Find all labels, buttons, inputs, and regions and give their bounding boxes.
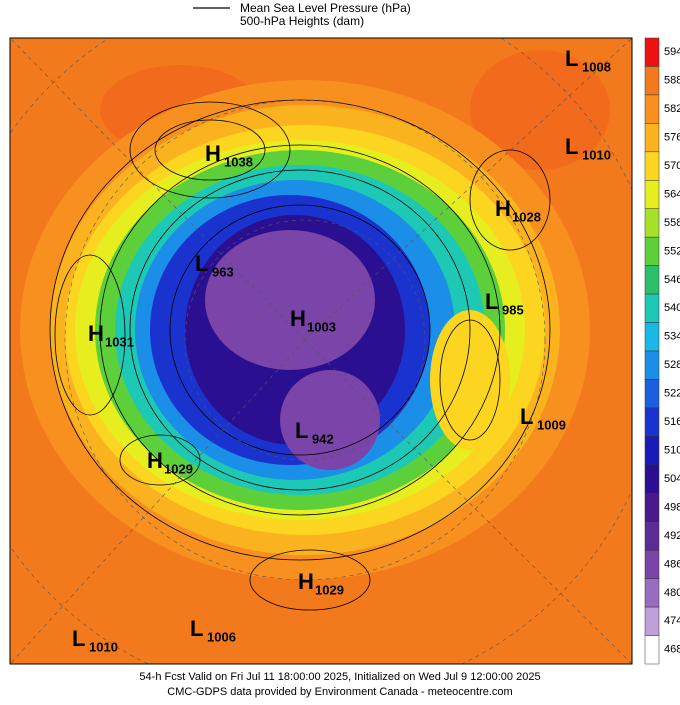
colorbar-label: 510 bbox=[664, 444, 680, 456]
colorbar-label: 534 bbox=[664, 331, 680, 343]
center-letter: L bbox=[520, 404, 533, 429]
center-pressure: 1010 bbox=[89, 639, 118, 654]
colorbar-label: 564 bbox=[664, 188, 680, 200]
colorbar-cell bbox=[644, 464, 660, 494]
center-pressure: 1028 bbox=[512, 209, 541, 224]
colorbar-cell bbox=[644, 322, 660, 352]
colorbar-label: 588 bbox=[664, 75, 680, 87]
colorbar-cell bbox=[644, 350, 660, 380]
legend-text: 500-hPa Heights (dam) bbox=[240, 14, 364, 28]
center-pressure: 1031 bbox=[105, 334, 134, 349]
colorbar-cell bbox=[644, 578, 660, 608]
center-pressure: 942 bbox=[312, 431, 334, 446]
colorbar-cell bbox=[644, 151, 660, 181]
center-pressure: 1006 bbox=[207, 629, 236, 644]
center-letter: L bbox=[195, 251, 208, 276]
colorbar-label: 498 bbox=[664, 501, 680, 513]
center-letter: H bbox=[205, 141, 221, 166]
colorbar-cell bbox=[644, 123, 660, 153]
colorbar-cell bbox=[644, 236, 660, 266]
colorbar-label: 552 bbox=[664, 245, 680, 257]
colorbar-label: 468 bbox=[664, 644, 680, 656]
center-pressure: 1008 bbox=[582, 59, 611, 74]
center-pressure: 1009 bbox=[537, 417, 566, 432]
colorbar-label: 486 bbox=[664, 558, 680, 570]
center-letter: H bbox=[298, 569, 314, 594]
colorbar-label: 570 bbox=[664, 160, 680, 172]
colorbar-label: 594 bbox=[664, 46, 680, 58]
colorbar-cell bbox=[644, 265, 660, 295]
center-letter: L bbox=[190, 616, 203, 641]
center-letter: H bbox=[147, 448, 163, 473]
footer-text: 54-h Fcst Valid on Fri Jul 11 18:00:00 2… bbox=[139, 671, 540, 683]
center-letter: L bbox=[72, 626, 85, 651]
colorbar-label: 474 bbox=[664, 615, 680, 627]
center-letter: L bbox=[485, 289, 498, 314]
center-pressure: 1029 bbox=[315, 582, 344, 597]
colorbar-label: 528 bbox=[664, 359, 680, 371]
legend-text: Mean Sea Level Pressure (hPa) bbox=[240, 1, 411, 15]
center-pressure: 1010 bbox=[582, 147, 611, 162]
colorbar-cell bbox=[644, 379, 660, 409]
colorbar-label: 558 bbox=[664, 217, 680, 229]
colorbar-label: 546 bbox=[664, 274, 680, 286]
colorbar-label: 516 bbox=[664, 416, 680, 428]
center-pressure: 1003 bbox=[307, 319, 336, 334]
center-pressure: 1029 bbox=[164, 461, 193, 476]
colorbar-cell bbox=[644, 66, 660, 96]
colorbar-label: 504 bbox=[664, 473, 680, 485]
colorbar-cell bbox=[644, 606, 660, 636]
center-pressure: 985 bbox=[502, 302, 524, 317]
center-letter: H bbox=[290, 306, 306, 331]
colorbar-cell bbox=[644, 37, 660, 67]
map bbox=[10, 38, 632, 664]
colorbar-cell bbox=[644, 521, 660, 551]
center-pressure: 1038 bbox=[224, 154, 253, 169]
center-letter: L bbox=[565, 134, 578, 159]
colorbar-label: 582 bbox=[664, 103, 680, 115]
colorbar-cell bbox=[644, 180, 660, 209]
center-pressure: 963 bbox=[212, 264, 234, 279]
colorbar-cell bbox=[644, 208, 660, 238]
colorbar-cell bbox=[644, 436, 660, 466]
colorbar-label: 522 bbox=[664, 388, 680, 400]
center-letter: L bbox=[295, 418, 308, 443]
colorbar-cell bbox=[644, 94, 660, 124]
colorbar-cell bbox=[644, 635, 660, 665]
center-letter: H bbox=[495, 196, 511, 221]
colorbar-cell bbox=[644, 549, 660, 579]
map-frame bbox=[9, 37, 633, 665]
colorbar-label: 576 bbox=[664, 131, 680, 143]
colorbar-cell bbox=[644, 293, 660, 323]
colorbar-cell bbox=[644, 407, 660, 437]
footer-text: CMC-GDPS data provided by Environment Ca… bbox=[167, 686, 512, 698]
colorbar-label: 480 bbox=[664, 587, 680, 599]
colorbar-label: 540 bbox=[664, 302, 680, 314]
colorbar-cell bbox=[644, 493, 660, 522]
center-letter: L bbox=[565, 46, 578, 71]
center-letter: H bbox=[88, 321, 104, 346]
colorbar-label: 492 bbox=[664, 530, 680, 542]
